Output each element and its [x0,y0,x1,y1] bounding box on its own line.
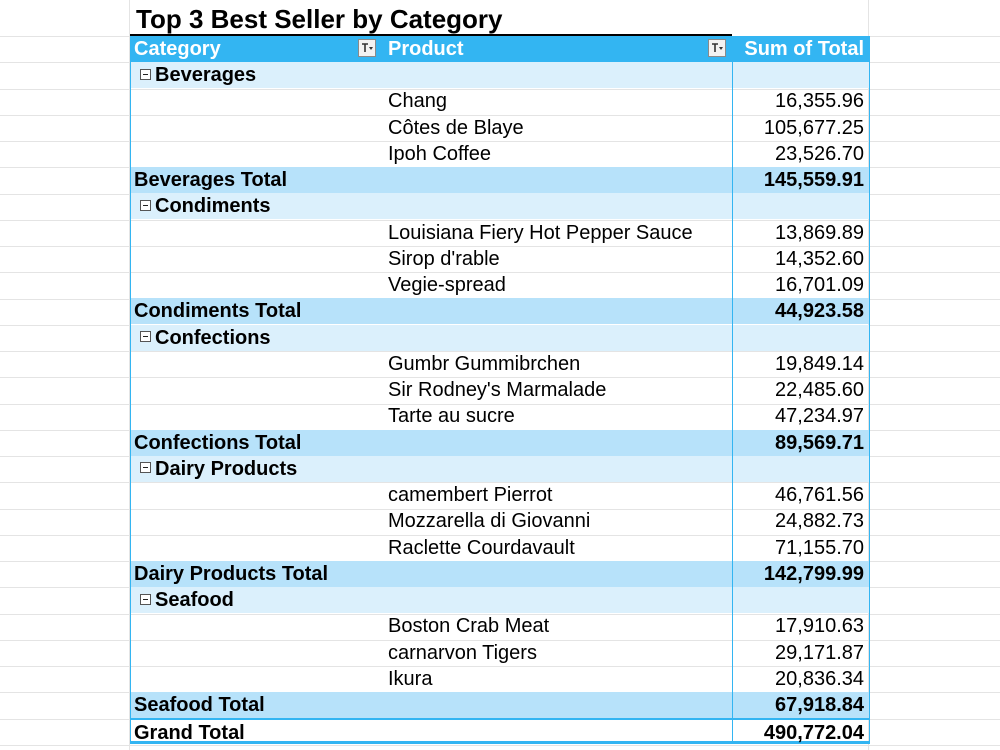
product-row: Ipoh Coffee 23,526.70 [130,141,870,167]
collapse-minus-icon[interactable] [140,593,151,605]
category-row: Condiments [130,193,870,220]
subtotal-value[interactable]: 44,923.58 [775,300,864,323]
category-column-header[interactable]: Category [134,38,221,60]
value-cell[interactable]: 16,355.96 [775,90,864,113]
subtotal-label[interactable]: Confections Total [134,431,302,454]
subtotal-value[interactable]: 67,918.84 [775,694,864,716]
product-row: Chang 16,355.96 [130,88,870,114]
product-cell[interactable]: camembert Pierrot [388,484,553,506]
category-cell[interactable]: Seafood [130,587,384,613]
collapse-minus-icon[interactable] [140,68,151,80]
category-cell[interactable]: Condiments [130,193,384,219]
category-filter-icon[interactable] [358,39,376,57]
product-cell[interactable]: Côtes de Blaye [388,116,524,139]
category-cell[interactable]: Confections [130,325,384,351]
collapse-minus-icon[interactable] [140,199,151,211]
value-cell[interactable]: 23,526.70 [775,142,864,165]
product-cell[interactable]: Vegie-spread [388,274,506,296]
product-cell[interactable]: Sir Rodney's Marmalade [388,379,607,401]
category-cell[interactable]: Dairy Products [130,456,384,482]
value-cell[interactable]: 16,701.09 [775,274,864,296]
subtotal-value[interactable]: 145,559.91 [763,169,864,191]
product-cell[interactable]: Ikura [388,667,433,690]
category-row: Seafood [130,587,870,613]
product-row: Côtes de Blaye 105,677.25 [130,115,870,141]
product-row: Boston Crab Meat 17,910.63 [130,613,870,639]
product-row: Vegie-spread 16,701.09 [130,272,870,298]
product-row: Louisiana Fiery Hot Pepper Sauce 13,869.8… [130,220,870,246]
sum-of-total-column-header[interactable]: Sum of Total [744,38,864,60]
value-cell[interactable]: 47,234.97 [775,405,864,428]
subtotal-row: Seafood Total 67,918.84 [130,692,870,718]
subtotal-row: Beverages Total 145,559.91 [130,167,870,193]
filter-dropdown-icon [362,43,373,52]
product-cell[interactable]: Boston Crab Meat [388,615,550,638]
product-cell[interactable]: Gumbr Gummibrchen [388,352,581,375]
table-border [869,36,870,742]
value-cell[interactable]: 105,677.25 [763,116,864,139]
product-row: carnarvon Tigers 29,171.87 [130,640,870,666]
value-cell[interactable]: 13,869.89 [775,221,864,244]
subtotal-row: Dairy Products Total 142,799.99 [130,560,870,587]
product-cell[interactable]: Tarte au sucre [388,405,515,428]
value-cell[interactable]: 22,485.60 [775,379,864,401]
pivot-table: Top 3 Best Seller by Category Category P… [130,0,870,750]
value-cell[interactable]: 46,761.56 [775,484,864,506]
subtotal-label[interactable]: Dairy Products Total [134,562,329,585]
category-row: Beverages [130,62,870,88]
product-row: Ikura 20,836.34 [130,666,870,692]
grand-total-row: Grand Total 490,772.04 [130,718,870,745]
product-row: Sirop d'rable 14,352.60 [130,246,870,272]
subtotal-row: Condiments Total 44,923.58 [130,298,870,325]
category-label: Condiments [155,195,271,218]
subtotal-label[interactable]: Beverages Total [134,169,288,191]
category-label: Confections [155,326,271,349]
table-border [130,36,131,742]
category-cell[interactable]: Beverages [130,62,384,88]
product-row: camembert Pierrot 46,761.56 [130,482,870,508]
subtotal-value[interactable]: 142,799.99 [763,562,864,585]
product-cell[interactable]: Ipoh Coffee [388,142,492,165]
category-row: Dairy Products [130,455,870,482]
category-label: Beverages [155,64,257,86]
value-cell[interactable]: 20,836.34 [775,667,864,690]
product-row: Gumbr Gummibrchen 19,849.14 [130,351,870,377]
category-row: Confections [130,324,870,351]
product-cell[interactable]: carnarvon Tigers [388,641,537,664]
category-label: Dairy Products [155,457,298,480]
subtotal-value[interactable]: 89,569.71 [775,431,864,454]
product-row: Mozzarella di Giovanni 24,882.73 [130,508,870,534]
product-row: Raclette Courdavault 71,155.70 [130,535,870,561]
pivot-title: Top 3 Best Seller by Category [136,4,503,34]
value-cell[interactable]: 71,155.70 [775,536,864,559]
product-cell[interactable]: Sirop d'rable [388,247,500,270]
grand-total-label[interactable]: Grand Total [134,722,245,745]
value-cell[interactable]: 17,910.63 [775,615,864,638]
product-row: Sir Rodney's Marmalade 22,485.60 [130,377,870,403]
collapse-minus-icon[interactable] [140,331,151,343]
value-cell[interactable]: 24,882.73 [775,510,864,533]
pivot-header-row: Category Product Sum of Total [130,36,870,62]
column-separator [732,36,733,742]
title-underline [130,34,732,36]
filter-dropdown-icon [712,43,723,52]
subtotal-row: Confections Total 89,569.71 [130,429,870,456]
collapse-minus-icon[interactable] [140,462,151,474]
subtotal-label[interactable]: Seafood Total [134,694,265,716]
product-column-header[interactable]: Product [388,38,464,60]
product-cell[interactable]: Raclette Courdavault [388,536,575,559]
value-cell[interactable]: 19,849.14 [775,352,864,375]
product-filter-icon[interactable] [708,39,726,57]
product-cell[interactable]: Mozzarella di Giovanni [388,510,591,533]
product-cell[interactable]: Louisiana Fiery Hot Pepper Sauce [388,221,693,244]
value-cell[interactable]: 29,171.87 [775,641,864,664]
product-row: Tarte au sucre 47,234.97 [130,403,870,429]
value-cell[interactable]: 14,352.60 [775,247,864,270]
product-cell[interactable]: Chang [388,90,447,113]
category-label: Seafood [155,589,234,611]
grand-total-value[interactable]: 490,772.04 [763,722,864,745]
subtotal-label[interactable]: Condiments Total [134,300,302,323]
